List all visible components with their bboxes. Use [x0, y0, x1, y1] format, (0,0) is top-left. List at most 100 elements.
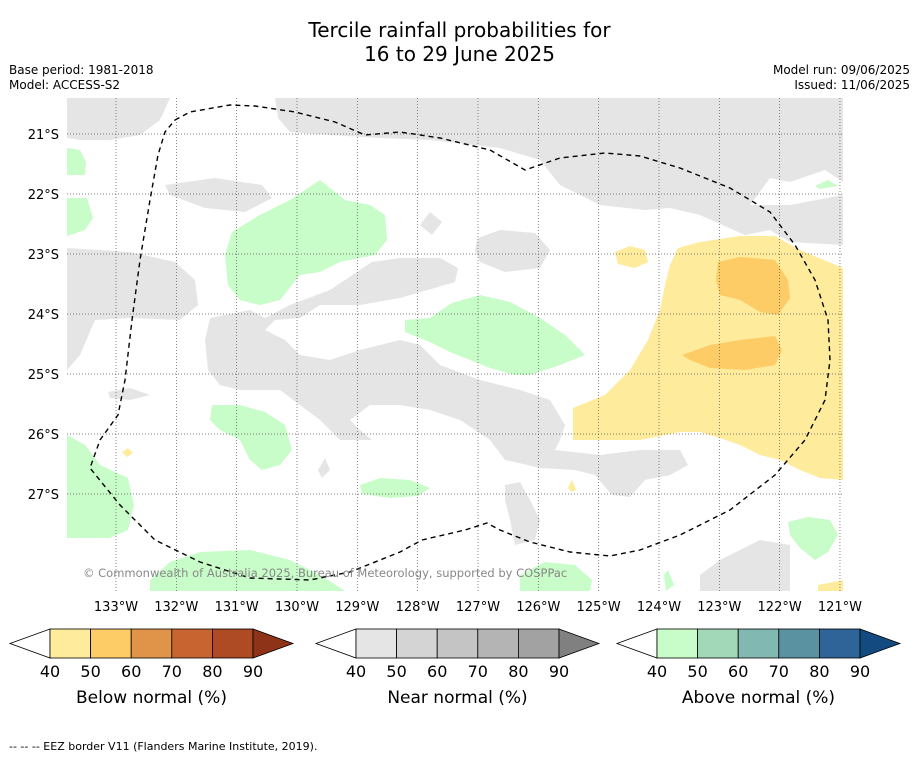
above-region-right-22s [815, 180, 838, 189]
lat-label: 24°S [28, 308, 59, 323]
lon-label: 131°W [215, 600, 259, 615]
colorbar-extend-high [859, 628, 902, 659]
colorbar-extend-low [615, 628, 658, 659]
above-region-bottom-right [788, 517, 838, 560]
colorbar-tick: 60 [121, 662, 141, 681]
colorbar-segment [819, 628, 861, 659]
colorbar-tick: 50 [386, 662, 406, 681]
eez-footnote: -- -- -- EEZ border V11 (Flanders Marine… [9, 740, 318, 753]
near-normal-regions [67, 98, 843, 591]
lon-label: 123°W [697, 600, 741, 615]
lon-label: 124°W [637, 600, 681, 615]
colorbar-tick: 50 [80, 662, 100, 681]
colorbar-tick: 40 [40, 662, 60, 681]
colorbar-segment [355, 628, 397, 659]
colorbar-segment [436, 628, 479, 659]
title-line-1: Tercile rainfall probabilities for [308, 18, 611, 42]
colorbar-2: 40 50 60 70 80 90 Near normal (%) [314, 628, 601, 708]
lat-label: 21°S [28, 128, 59, 143]
lat-label: 23°S [28, 248, 59, 263]
colorbar-tick: 40 [346, 662, 366, 681]
below-region-dot-27s [568, 480, 576, 492]
colorbar-extend-high [558, 628, 601, 659]
near-region-left-mid [67, 248, 198, 370]
colorbar-1: 40 50 60 70 80 90 Below normal (%) [8, 628, 295, 708]
colorbar-segment [396, 628, 438, 659]
colorbar-segment [477, 628, 519, 659]
above-region-bottom [150, 550, 345, 591]
lat-label: 26°S [28, 428, 59, 443]
above-region-left-27s [67, 435, 134, 538]
lon-label: 132°W [154, 600, 198, 615]
lon-label: 125°W [577, 600, 621, 615]
colorbar-tick: 60 [728, 662, 748, 681]
eez-border [89, 104, 831, 581]
above-region-26s [210, 405, 292, 470]
lon-label: 129°W [335, 600, 379, 615]
below-50-region-upper [716, 257, 790, 315]
below-region-dot-26s [122, 448, 133, 457]
near-region-left-top [67, 98, 170, 140]
colorbar-tick: 70 [769, 662, 789, 681]
near-region-blob-23s [475, 230, 550, 272]
lon-label: 126°W [516, 600, 560, 615]
near-region-small [318, 458, 330, 478]
above-region-24s [405, 295, 585, 375]
lat-label: 25°S [28, 368, 59, 383]
above-region-27s-center [360, 478, 430, 498]
longitude-labels: 133°W 132°W 131°W 130°W 129°W 128°W 127°W 126°W… [94, 600, 862, 615]
colorbar-tick: 40 [647, 662, 667, 681]
base-period: Base period: 1981-2018 [9, 63, 154, 77]
model-run: Model run: 09/06/2025 [772, 63, 910, 77]
colorbar-segment [49, 628, 91, 659]
colorbar-label: Near normal (%) [387, 688, 527, 708]
near-region-center [205, 258, 688, 497]
colorbar-segment [211, 628, 254, 659]
near-region-bottom-center [505, 482, 540, 545]
colorbar-label: Above normal (%) [682, 688, 835, 708]
title-line-2: 16 to 29 June 2025 [364, 42, 555, 66]
above-normal-40-regions [67, 148, 838, 591]
colorbar-tick: 70 [468, 662, 488, 681]
lat-label: 27°S [28, 488, 59, 503]
lat-label: 22°S [28, 188, 59, 203]
colorbar-tick: 80 [508, 662, 528, 681]
lon-label: 128°W [396, 600, 440, 615]
colorbar-tick: 80 [809, 662, 829, 681]
map-figure: © Commonwealth of Australia 2025, Bureau… [8, 98, 902, 708]
colorbar-tick: 90 [549, 662, 569, 681]
lon-label: 133°W [94, 600, 138, 615]
colorbar-segment [656, 628, 698, 659]
colorbars: 40 50 60 70 80 90 Below normal (%) 40 50 60 70 80 90… [8, 628, 902, 708]
colorbar-tick: 50 [687, 662, 707, 681]
near-region-bottom-right [700, 540, 790, 591]
issued-date: Issued: 11/06/2025 [794, 78, 910, 92]
latitude-labels: 21°S 22°S 23°S 24°S 25°S 26°S 27°S [28, 128, 59, 503]
below-50-region-lower [682, 336, 782, 370]
model-name: Model: ACCESS-S2 [9, 78, 121, 92]
near-region-top [275, 98, 843, 245]
near-region-left-bottom [108, 388, 150, 400]
colorbar-segment [697, 628, 739, 659]
above-region-22s [225, 180, 387, 305]
lon-label: 122°W [758, 600, 802, 615]
colorbar-tick: 90 [850, 662, 870, 681]
colorbar-segment [171, 628, 213, 659]
lon-label: 121°W [818, 600, 862, 615]
colorbar-extend-high [252, 628, 295, 659]
colorbar-tick: 60 [427, 662, 447, 681]
near-region-dot-22s [420, 212, 442, 235]
map-gridlines [67, 98, 843, 591]
map-title: Tercile rainfall probabilities for 16 to… [0, 18, 919, 66]
colorbar-segment [737, 628, 780, 659]
colorbar-segment [778, 628, 820, 659]
colorbar-extend-low [8, 628, 51, 659]
above-region-tiny [664, 570, 674, 591]
colorbar-label: Below normal (%) [76, 688, 227, 708]
colorbar-3: 40 50 60 70 80 90 Above normal (%) [615, 628, 902, 708]
below-normal-50-regions [682, 257, 790, 370]
colorbar-tick: 90 [243, 662, 263, 681]
meta-right: Model run: 09/06/2025 Issued: 11/06/2025 [773, 63, 910, 93]
near-region-band-22s [165, 178, 272, 212]
colorbar-extend-low [314, 628, 357, 659]
